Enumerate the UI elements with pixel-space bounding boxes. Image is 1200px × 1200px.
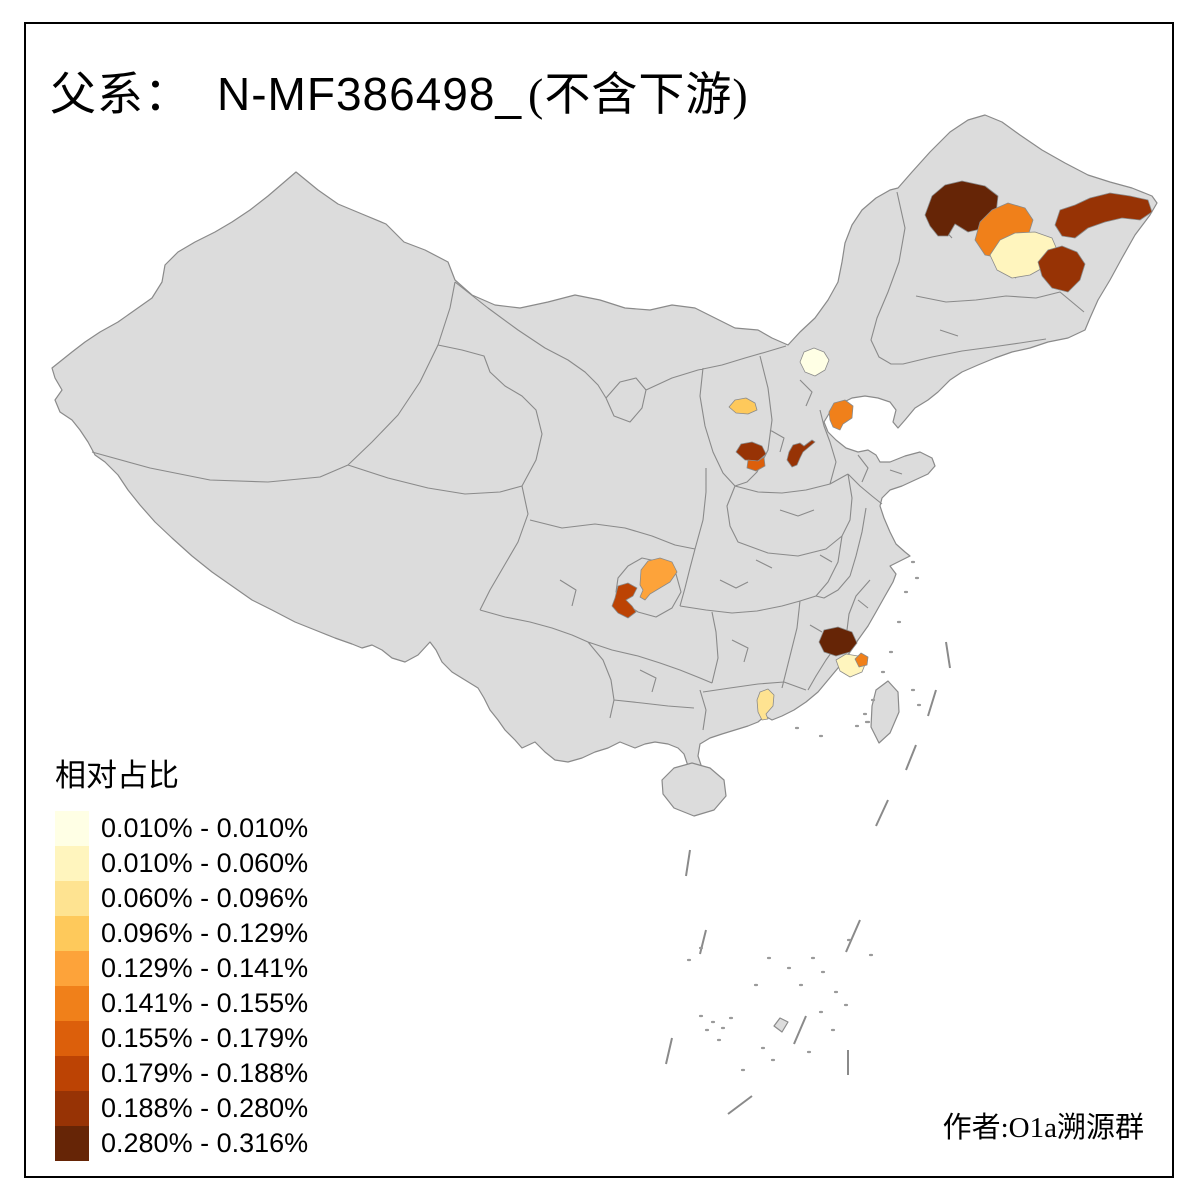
legend-swatch [55,951,89,986]
legend-title: 相对占比 [55,758,179,793]
region-guangdong-central [756,688,775,721]
legend-swatch [55,811,89,846]
legend-label: 0.155% - 0.179% [101,1023,309,1053]
legend-label: 0.188% - 0.280% [101,1093,309,1123]
title-suffix: (不含下游) [528,69,749,120]
region-shanxi-south-ext [746,456,766,472]
legend-label: 0.179% - 0.188% [101,1058,309,1088]
legend-row: 0.060% - 0.096% [55,881,308,916]
region-shanxi-central [728,397,758,415]
legend-label: 0.096% - 0.129% [101,918,309,948]
legend-label: 0.280% - 0.316% [101,1128,309,1158]
legend-swatch [55,916,89,951]
region-henan-north [786,439,816,468]
legend-row: 0.129% - 0.141% [55,951,308,986]
legend-swatch [55,1021,89,1056]
region-northeast-mudanjiang [1037,245,1086,293]
legend-row: 0.280% - 0.316% [55,1126,308,1161]
legend-row: 0.179% - 0.188% [55,1056,308,1091]
legend: 相对占比 0.010% - 0.010% 0.010% - 0.060% 0.0… [55,750,308,1161]
region-shandong-west [828,399,854,431]
island-dots [686,560,922,1072]
taiwan-island [870,680,900,744]
legend-row: 0.010% - 0.010% [55,811,308,846]
hainan-island [661,762,727,817]
legend-swatch [55,881,89,916]
region-sichuan-east [611,582,638,619]
legend-label: 0.141% - 0.155% [101,988,309,1018]
region-northeast-east [1054,192,1153,239]
region-fujian-coastal [854,652,869,668]
legend-label: 0.129% - 0.141% [101,953,309,983]
legend-label: 0.010% - 0.010% [101,813,309,843]
region-shanxi-south [735,441,767,462]
china-mainland [51,114,1158,777]
small-island [773,1017,789,1033]
legend-swatch [55,1126,89,1161]
legend-label: 0.060% - 0.096% [101,883,309,913]
legend-row: 0.141% - 0.155% [55,986,308,1021]
nine-dash-line [665,641,951,1115]
legend-row: 0.010% - 0.060% [55,846,308,881]
legend-label: 0.010% - 0.060% [101,848,309,878]
legend-swatch [55,1091,89,1126]
legend-row: 0.096% - 0.129% [55,916,308,951]
legend-row: 0.155% - 0.179% [55,1021,308,1056]
region-beijing [799,347,830,377]
legend-swatch [55,1056,89,1091]
title-prefix: 父系： [50,69,191,120]
region-chongqing-north [639,557,678,601]
legend-row: 0.188% - 0.280% [55,1091,308,1126]
map-title: 父系： N-MF386498_ (不含下游) [50,58,749,124]
legend-swatch [55,986,89,1021]
author-credit: 作者:O1a溯源群 [942,1112,1144,1144]
region-fujian-northwest [818,626,858,657]
title-haplogroup: N-MF386498_ [217,68,523,120]
legend-swatch [55,846,89,881]
